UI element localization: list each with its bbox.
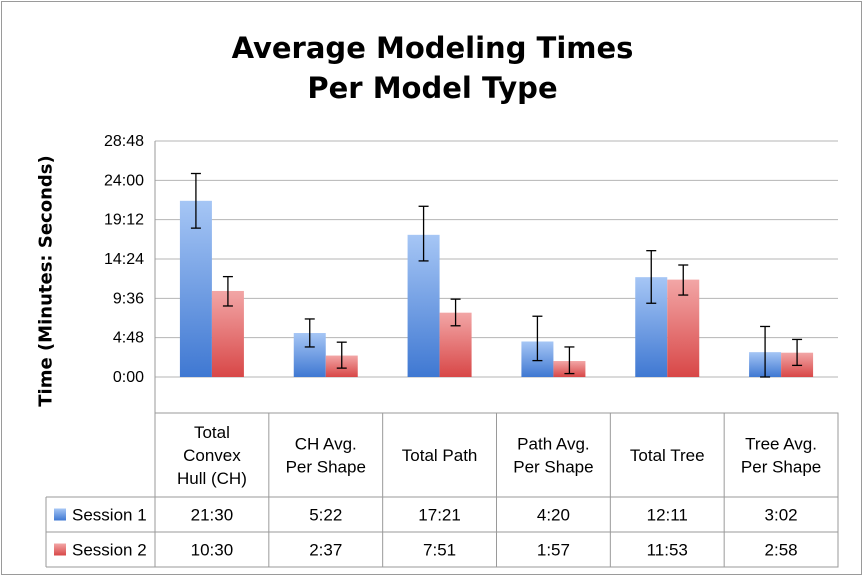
y-tick-label: 19:12 xyxy=(104,212,144,229)
data-label-2-2: 2:37 xyxy=(309,541,342,560)
data-label-1-5: 12:11 xyxy=(647,506,688,525)
category-label: Total Tree xyxy=(630,446,705,465)
y-tick-label: 14:24 xyxy=(104,251,144,268)
error-bar-2-3 xyxy=(450,298,461,327)
error-bar-1-6 xyxy=(760,325,771,378)
y-tick-label: 28:48 xyxy=(104,133,144,150)
error-bar-2-4 xyxy=(564,346,575,375)
bars xyxy=(179,200,814,377)
category-label: Total xyxy=(194,423,230,442)
data-label-2-1: 10:30 xyxy=(191,541,234,560)
legend-swatch-2 xyxy=(54,543,66,556)
category-label: Per Shape xyxy=(741,458,821,477)
error-bar-1-1 xyxy=(190,172,201,229)
y-tick-label: 4:48 xyxy=(113,330,144,347)
data-label-2-5: 11:53 xyxy=(647,541,688,560)
data-label-2-6: 2:58 xyxy=(765,541,798,560)
data-label-2-3: 7:51 xyxy=(423,541,456,560)
category-label: Total Path xyxy=(402,446,478,465)
data-label-1-4: 4:20 xyxy=(537,506,570,525)
error-bar-1-5 xyxy=(646,250,657,304)
y-tick-label: 9:36 xyxy=(113,290,144,307)
category-label: Per Shape xyxy=(513,458,593,477)
category-label: Convex xyxy=(183,446,241,465)
category-label: Tree Avg. xyxy=(745,435,817,454)
error-bar-2-6 xyxy=(792,338,803,367)
y-tick-labels: 0:00 4:48 9:36 14:24 19:12 24:00 28:48 xyxy=(104,133,144,386)
category-label: CH Avg. xyxy=(295,435,357,454)
legend-swatch-1 xyxy=(54,508,66,521)
error-bars xyxy=(190,172,803,378)
error-bar-2-2 xyxy=(336,341,347,369)
data-label-1-1: 21:30 xyxy=(191,506,234,525)
legend-label-2: Session 2 xyxy=(72,541,147,560)
data-label-2-4: 1:57 xyxy=(537,541,570,560)
gridlines xyxy=(154,140,839,414)
error-bar-2-1 xyxy=(222,275,233,307)
error-bar-1-2 xyxy=(304,318,315,348)
data-label-1-6: 3:02 xyxy=(765,506,798,525)
bar-2-5 xyxy=(667,279,700,377)
category-label: Per Shape xyxy=(286,458,366,477)
error-bar-1-3 xyxy=(418,205,429,262)
bar-1-1 xyxy=(179,200,212,377)
data-table: Total Convex Hull (CH) CH Avg. Per Shape Tota… xyxy=(45,413,839,568)
data-label-1-2: 5:22 xyxy=(309,506,342,525)
y-tick-label: 0:00 xyxy=(113,369,144,386)
chart-title-line-2: Per Model Type xyxy=(307,71,558,105)
error-bar-2-5 xyxy=(678,264,689,296)
chart-title: Average Modeling Times Per Model Type xyxy=(0,28,865,108)
legend-label-1: Session 1 xyxy=(72,506,147,525)
category-label: Path Avg. xyxy=(517,435,589,454)
chart-title-line-1: Average Modeling Times xyxy=(231,31,634,65)
error-bar-1-4 xyxy=(532,315,543,362)
data-label-1-3: 17:21 xyxy=(418,506,461,525)
category-label: Hull (CH) xyxy=(177,469,247,488)
y-tick-label: 24:00 xyxy=(104,172,144,189)
